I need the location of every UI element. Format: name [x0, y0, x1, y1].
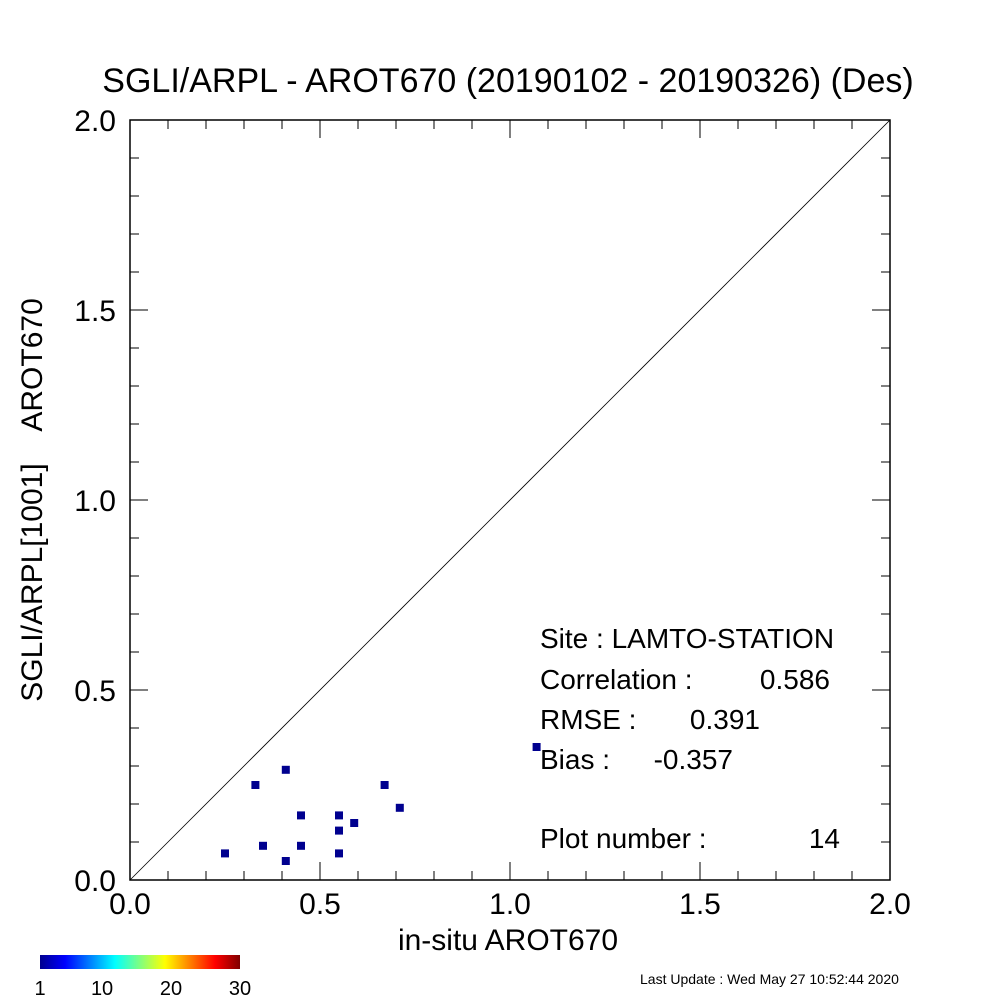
axis-tick-labels: 0.0 0.5 1.0 1.5 2.0 0.0 0.5 1.0 1.5 2.0	[74, 105, 911, 921]
data-point	[532, 743, 541, 751]
data-point	[350, 819, 359, 827]
data-point	[335, 811, 343, 820]
statistics-box: Site : LAMTO-STATION Correlation : 0.586 RM…	[540, 623, 840, 854]
x-tick-label: 2.0	[869, 888, 911, 921]
axis-ticks	[129, 119, 891, 881]
data-point	[395, 803, 404, 812]
stat-label: Correlation :	[540, 664, 693, 695]
y-tick-label: 1.5	[74, 295, 116, 328]
data-point	[221, 849, 229, 858]
y-axis-label: SGLI/ARPL[1001] AROT670	[16, 298, 49, 702]
colorbar-tick-label: 10	[91, 978, 113, 1000]
data-point	[281, 857, 290, 865]
stat-label: RMSE :	[540, 704, 636, 735]
data-points	[221, 743, 541, 865]
one-to-one-line	[129, 119, 891, 881]
stat-label: Site : LAMTO-STATION	[540, 623, 834, 654]
data-point	[259, 841, 267, 850]
data-point	[297, 811, 305, 820]
stat-value: 0.586	[760, 664, 830, 695]
last-update: Last Update : Wed May 27 10:52:44 2020	[640, 971, 899, 987]
y-tick-label: 0.0	[74, 865, 116, 898]
data-point	[251, 781, 260, 789]
stat-value: 14	[809, 823, 840, 854]
x-axis-label: in-situ AROT670	[398, 924, 618, 957]
x-tick-label: 0.0	[109, 888, 151, 921]
stat-value: -0.357	[654, 744, 733, 775]
y-tick-label: 2.0	[74, 105, 116, 138]
y-tick-label: 0.5	[74, 675, 116, 708]
data-point	[335, 849, 343, 858]
x-tick-label: 0.5	[299, 888, 341, 921]
data-point	[380, 781, 389, 789]
colorbar-tick-label: 30	[229, 978, 251, 1000]
colorbar-tick-label: 20	[160, 978, 182, 1000]
data-point	[297, 841, 305, 850]
colorbar-tick-label: 1	[34, 978, 45, 1000]
x-tick-label: 1.5	[679, 888, 721, 921]
y-tick-label: 1.0	[74, 485, 116, 518]
stat-label: Plot number :	[540, 823, 707, 854]
colorbar	[40, 955, 240, 969]
data-point	[281, 765, 290, 774]
stat-label: Bias :	[540, 744, 610, 775]
x-tick-label: 1.0	[489, 888, 531, 921]
chart-title: SGLI/ARPL - AROT670 (20190102 - 20190326…	[102, 62, 913, 100]
data-point	[335, 826, 343, 835]
stat-value: 0.391	[690, 704, 760, 735]
colorbar-tick-labels: 1 10 20 30	[34, 978, 251, 1000]
